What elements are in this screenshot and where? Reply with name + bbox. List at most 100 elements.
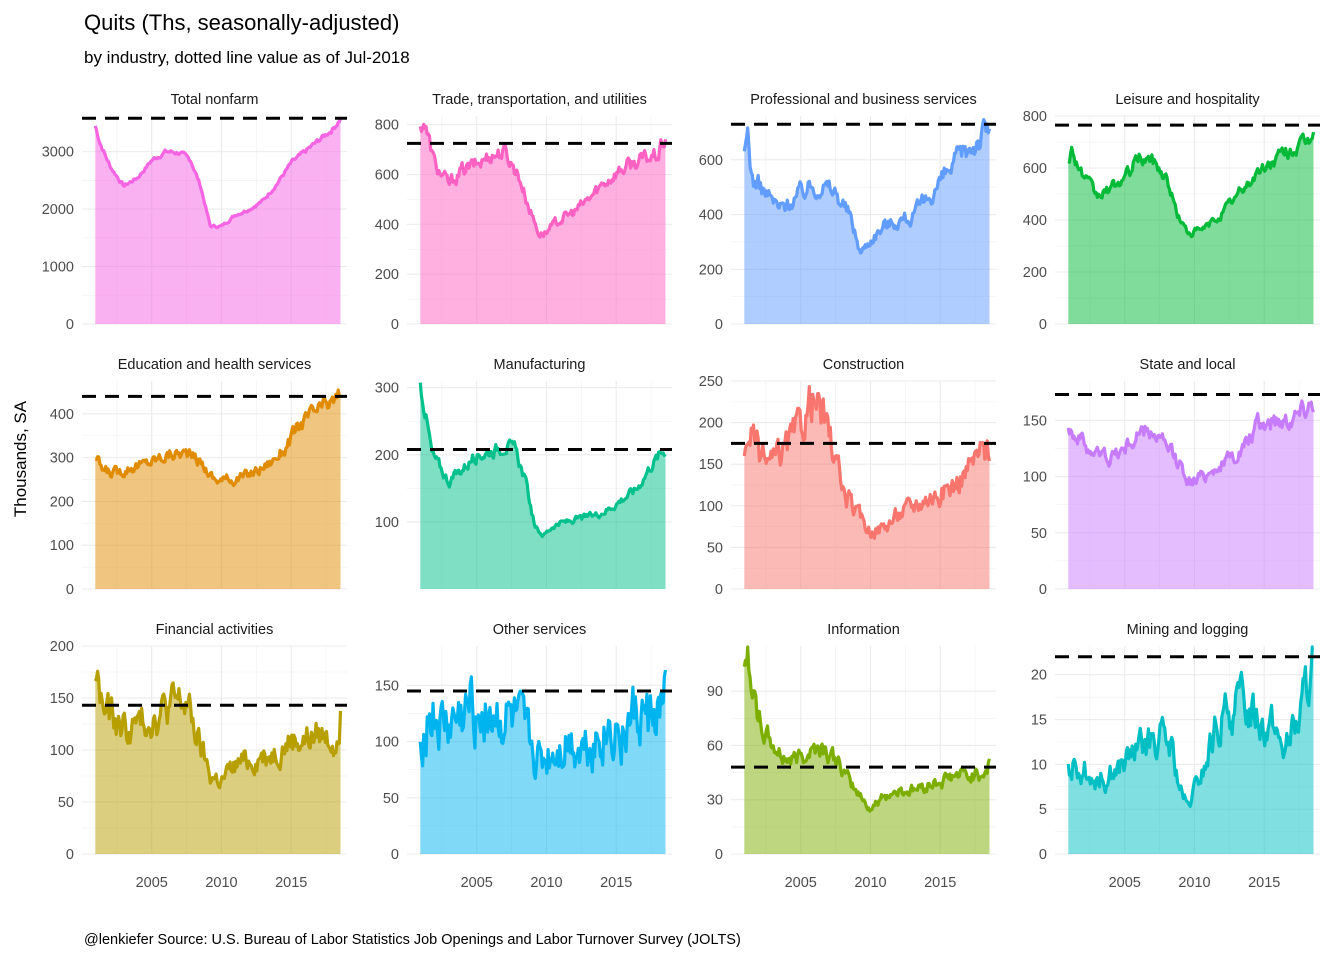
panel-financial-activities: Financial activities 0 50 100 150 200 2005 2010… <box>50 622 347 891</box>
y-tick-label: 100 <box>699 499 723 515</box>
x-tick-label: 2010 <box>854 875 886 891</box>
panel-title-mining-and-logging: Mining and logging <box>1127 622 1249 638</box>
x-tick-label: 2015 <box>1248 875 1280 891</box>
y-tick-label: 0 <box>391 847 399 863</box>
y-tick-label: 0 <box>66 847 74 863</box>
y-tick-label: 30 <box>707 793 723 809</box>
x-tick-label: 2010 <box>205 875 237 891</box>
y-tick-label: 90 <box>707 684 723 700</box>
y-tick-label: 150 <box>375 678 399 694</box>
panel-title-leisure-and-hospitality: Leisure and hospitality <box>1115 92 1260 108</box>
y-tick-label: 20 <box>1031 668 1047 684</box>
line-other-services <box>418 669 668 781</box>
y-tick-label: 150 <box>1023 413 1047 429</box>
y-tick-label: 50 <box>58 795 74 811</box>
y-tick-label: 0 <box>715 317 723 333</box>
y-tick-label: 0 <box>715 847 723 863</box>
line-construction <box>742 385 992 540</box>
area-education-and-health-services <box>95 390 341 589</box>
area-mining-and-logging <box>1068 647 1314 854</box>
y-tick-label: 600 <box>1023 161 1047 177</box>
y-tick-label: 10 <box>1031 757 1047 773</box>
chart-caption: @lenkiefer Source: U.S. Bureau of Labor … <box>84 932 741 948</box>
panel-title-trade-transportation-and-utilities: Trade, transportation, and utilities <box>432 92 647 108</box>
area-state-and-local <box>1068 400 1314 589</box>
y-tick-label: 50 <box>383 791 399 807</box>
y-tick-label: 0 <box>1039 317 1047 333</box>
y-tick-label: 150 <box>699 457 723 473</box>
y-tick-label: 200 <box>50 494 74 510</box>
area-leisure-and-hospitality <box>1068 132 1314 324</box>
x-tick-label: 2015 <box>600 875 632 891</box>
y-tick-label: 200 <box>1023 265 1047 281</box>
y-tick-label: 200 <box>699 262 723 278</box>
panel-information: Information 0 30 60 90 2005 2010 2015 <box>707 622 996 891</box>
y-tick-label: 0 <box>66 317 74 333</box>
chart-subtitle: by industry, dotted line value as of Jul… <box>84 48 410 67</box>
y-tick-label: 3000 <box>42 145 74 161</box>
y-tick-label: 100 <box>50 743 74 759</box>
y-tick-label: 50 <box>707 540 723 556</box>
y-tick-label: 100 <box>1023 470 1047 486</box>
area-total-nonfarm <box>95 118 341 324</box>
y-tick-label: 250 <box>699 374 723 390</box>
panel-state-and-local: State and local 0 50 100 150 <box>1023 357 1320 598</box>
panel-construction: Construction 0 50 100 150 200 250 <box>699 357 996 598</box>
line-professional-and-business-services <box>742 118 992 255</box>
panel-title-information: Information <box>827 622 900 638</box>
panel-education-and-health-services: Education and health services 0 100 200 300 4… <box>50 357 347 598</box>
area-other-services <box>420 670 666 854</box>
panel-leisure-and-hospitality: Leisure and hospitality 0 200 400 600 800 <box>1023 92 1320 333</box>
panel-title-total-nonfarm: Total nonfarm <box>171 92 259 108</box>
chart-title: Quits (Ths, seasonally-adjusted) <box>84 10 399 35</box>
line-information <box>742 645 992 813</box>
y-tick-label: 400 <box>375 217 399 233</box>
line-education-and-health-services <box>94 388 342 488</box>
panel-title-other-services: Other services <box>493 622 586 638</box>
x-tick-label: 2010 <box>530 875 562 891</box>
line-total-nonfarm <box>93 117 343 230</box>
y-tick-label: 800 <box>375 118 399 134</box>
y-tick-label: 15 <box>1031 713 1047 729</box>
y-tick-label: 400 <box>699 208 723 224</box>
line-trade-transportation-and-utilities <box>418 122 668 239</box>
x-tick-label: 2010 <box>1178 875 1210 891</box>
area-information <box>744 647 990 854</box>
panel-other-services: Other services 0 50 100 150 2005 2010 2015 <box>375 622 672 891</box>
x-tick-label: 2015 <box>275 875 307 891</box>
y-tick-label: 200 <box>50 639 74 655</box>
line-state-and-local <box>1066 399 1315 487</box>
x-tick-label: 2015 <box>924 875 956 891</box>
y-axis-label: Thousands, SA <box>11 400 30 517</box>
panel-title-financial-activities: Financial activities <box>156 622 274 638</box>
y-tick-label: 300 <box>375 381 399 397</box>
panel-title-manufacturing: Manufacturing <box>494 357 586 373</box>
x-tick-label: 2005 <box>461 875 493 891</box>
y-tick-label: 1000 <box>42 260 74 276</box>
panel-manufacturing: Manufacturing 100 200 300 <box>375 357 672 589</box>
y-tick-label: 100 <box>375 515 399 531</box>
y-tick-label: 60 <box>707 738 723 754</box>
panel-trade-transportation-and-utilities: Trade, transportation, and utilities 0 200… <box>375 92 672 333</box>
y-tick-label: 200 <box>375 267 399 283</box>
y-tick-label: 800 <box>1023 109 1047 125</box>
panel-title-professional-and-business-services: Professional and business services <box>750 92 976 108</box>
panel-title-construction: Construction <box>823 357 904 373</box>
y-tick-label: 600 <box>699 153 723 169</box>
y-tick-label: 0 <box>66 582 74 598</box>
y-tick-label: 300 <box>50 451 74 467</box>
line-financial-activities <box>93 669 343 790</box>
area-financial-activities <box>95 671 341 854</box>
y-tick-label: 2000 <box>42 202 74 218</box>
y-tick-label: 400 <box>50 407 74 423</box>
panel-title-state-and-local: State and local <box>1140 357 1236 373</box>
y-tick-label: 5 <box>1039 802 1047 818</box>
y-tick-label: 100 <box>50 538 74 554</box>
y-tick-label: 0 <box>1039 847 1047 863</box>
area-manufacturing <box>420 382 666 589</box>
y-tick-label: 200 <box>375 448 399 464</box>
panel-professional-and-business-services: Professional and business services 0 200 40… <box>699 92 996 333</box>
area-professional-and-business-services <box>744 119 990 324</box>
x-tick-label: 2005 <box>1109 875 1141 891</box>
